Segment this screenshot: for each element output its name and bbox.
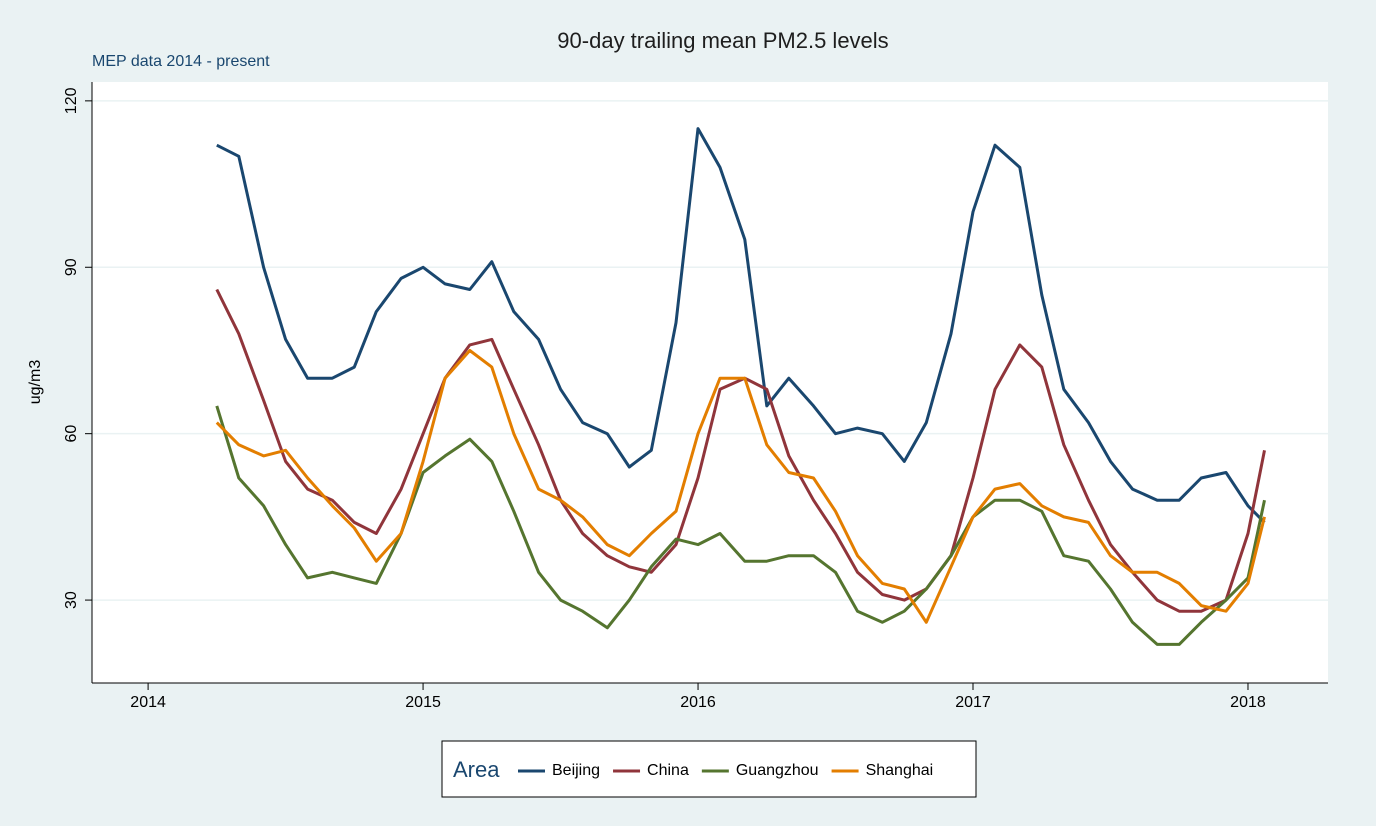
legend-label: China xyxy=(647,762,689,779)
y-axis-label: ug/m3 xyxy=(27,360,44,405)
chart-subtitle: MEP data 2014 - present xyxy=(92,53,270,70)
y-tick-label: 30 xyxy=(63,591,80,609)
series-line xyxy=(216,127,1266,524)
x-tick-label: 2015 xyxy=(405,694,441,711)
legend-label: Shanghai xyxy=(866,762,934,779)
axes: 30 60 90 120 2014 2015 2016 2017 2018 xyxy=(63,87,1266,711)
legend: Beijing China Guangzhou Shanghai xyxy=(518,762,933,779)
chart-title: 90-day trailing mean PM2.5 levels xyxy=(557,28,888,53)
series-line xyxy=(215,405,1266,646)
y-tick-label: 60 xyxy=(63,425,80,443)
plot-area xyxy=(92,82,1328,683)
x-tick-label: 2014 xyxy=(130,694,166,711)
x-tick-label: 2018 xyxy=(1230,694,1266,711)
y-tick-label: 90 xyxy=(63,258,80,276)
series-line xyxy=(215,349,1266,624)
x-tick-label: 2016 xyxy=(680,694,716,711)
x-tick-label: 2017 xyxy=(955,694,991,711)
legend-label: Beijing xyxy=(552,762,600,779)
y-tick-label: 120 xyxy=(63,87,80,114)
legend-box xyxy=(441,740,977,798)
lines xyxy=(215,127,1266,646)
legend-title: Area xyxy=(453,757,500,782)
legend-label: Guangzhou xyxy=(736,762,819,779)
